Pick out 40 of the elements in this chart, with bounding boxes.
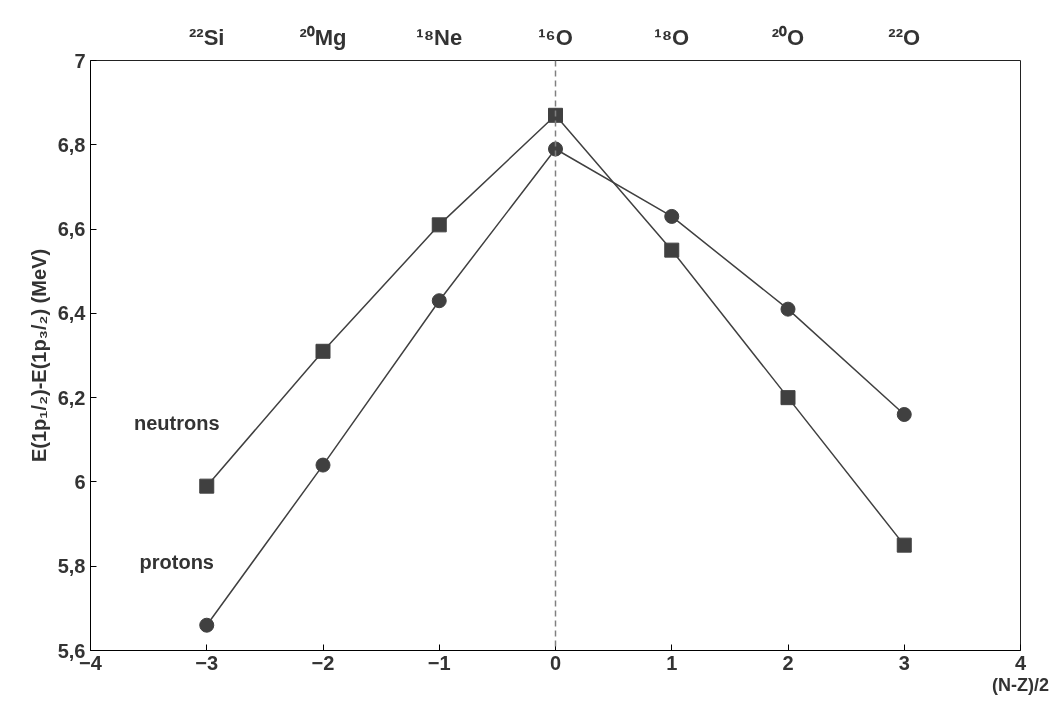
- y-tick-label: 6,4: [57, 302, 87, 325]
- y-tick-label: 6,8: [57, 133, 86, 156]
- point: [315, 457, 331, 473]
- point: [199, 478, 215, 494]
- point: [315, 343, 331, 359]
- x-tick-label: 3: [898, 651, 910, 674]
- x-tick-label: −2: [311, 651, 335, 674]
- series-label: protons: [139, 551, 214, 574]
- point: [548, 107, 563, 123]
- x-axis-title: (N-Z)/2: [992, 674, 1050, 695]
- text: ²⁰O: [771, 24, 805, 50]
- text: ¹⁶O: [538, 24, 573, 50]
- x-tick-label: −3: [195, 651, 219, 674]
- point: [780, 390, 796, 406]
- point: [431, 293, 447, 309]
- text: ²⁰Mg: [299, 24, 347, 50]
- x-tick-label: 0: [549, 651, 562, 674]
- point: [896, 537, 912, 553]
- y-tick-label: 7: [74, 49, 86, 72]
- y-tick-label: 5,8: [57, 555, 86, 578]
- x-tick-label: 1: [666, 651, 678, 674]
- x-tick-label: −1: [427, 651, 451, 674]
- series-label: neutrons: [133, 412, 220, 435]
- y-axis-title: E(1p₁/₂)-E(1p₃/₂) (MeV): [27, 248, 50, 463]
- y-tick-label: 6,2: [57, 386, 86, 409]
- point: [548, 141, 563, 157]
- x-tick-label: 4: [1014, 651, 1027, 674]
- text: ²²O: [888, 24, 921, 50]
- point: [431, 217, 447, 233]
- point: [664, 208, 680, 224]
- x-tick-label: 2: [782, 651, 794, 674]
- text: ¹⁸O: [654, 24, 690, 50]
- point: [896, 407, 912, 422]
- point: [780, 301, 796, 317]
- text: ²²Si: [189, 24, 225, 50]
- point: [199, 617, 215, 633]
- y-tick-label: 6,6: [57, 218, 86, 241]
- point: [664, 242, 680, 258]
- text: ¹⁸Ne: [416, 24, 463, 50]
- y-tick-label: 6: [74, 470, 86, 493]
